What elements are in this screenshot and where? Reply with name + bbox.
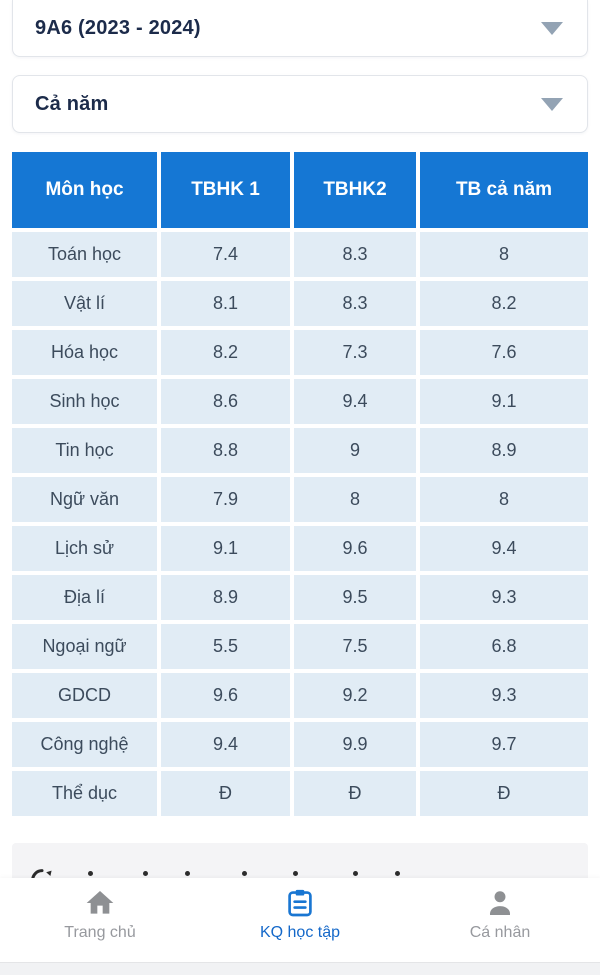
score-cell: 9.6: [161, 673, 290, 718]
bottom-navigation: Trang chủ KQ học tập Cá nhân: [0, 878, 600, 962]
score-cell: 5.5: [161, 624, 290, 669]
score-cell: 8.8: [161, 428, 290, 473]
score-cell: 9.3: [420, 575, 588, 620]
nav-item-profile[interactable]: Cá nhân: [400, 878, 600, 962]
nav-label-profile: Cá nhân: [469, 924, 531, 941]
score-cell: 8.3: [294, 281, 416, 326]
subject-cell: Sinh học: [12, 379, 157, 424]
score-cell: Đ: [294, 771, 416, 816]
nav-label-home: Trang chủ: [64, 924, 136, 941]
score-cell: 8.9: [420, 428, 588, 473]
score-cell: 9.3: [420, 673, 588, 718]
score-cell: 9.9: [294, 722, 416, 767]
person-icon: [490, 891, 510, 915]
subject-cell: Tin học: [12, 428, 157, 473]
bottom-system-strip: [0, 962, 600, 975]
score-cell: 6.8: [420, 624, 588, 669]
score-cell: 8.1: [161, 281, 290, 326]
score-cell: 9.1: [161, 526, 290, 571]
column-header-sem1-avg: TBHK 1: [161, 152, 290, 228]
score-cell: 9.6: [294, 526, 416, 571]
score-cell: 8: [294, 477, 416, 522]
chevron-down-icon: [541, 21, 563, 35]
score-cell: 9.7: [420, 722, 588, 767]
column-header-sem2-avg: TBHK2: [294, 152, 416, 228]
score-cell: 8.9: [161, 575, 290, 620]
score-cell: 8.2: [161, 330, 290, 375]
subject-cell: Ngoại ngữ: [12, 624, 157, 669]
score-cell: 9.2: [294, 673, 416, 718]
score-cell: 8: [420, 232, 588, 277]
period-selector[interactable]: Cả năm: [12, 75, 588, 133]
score-cell: 7.5: [294, 624, 416, 669]
subject-cell: Thể dục: [12, 771, 157, 816]
class-year-selector-value: 9A6 (2023 - 2024): [35, 16, 201, 39]
subject-cell: Hóa học: [12, 330, 157, 375]
score-cell: 8.6: [161, 379, 290, 424]
score-cell: 7.3: [294, 330, 416, 375]
score-cell: 7.6: [420, 330, 588, 375]
score-cell: 7.4: [161, 232, 290, 277]
subject-cell: Toán học: [12, 232, 157, 277]
subject-cell: Vật lí: [12, 281, 157, 326]
subject-cell: GDCD: [12, 673, 157, 718]
subject-cell: Công nghệ: [12, 722, 157, 767]
home-icon: [86, 891, 114, 914]
score-cell: 9.1: [420, 379, 588, 424]
chevron-down-icon: [541, 97, 563, 111]
score-cell: 9.4: [161, 722, 290, 767]
subject-cell: Ngữ văn: [12, 477, 157, 522]
nav-item-home[interactable]: Trang chủ: [0, 878, 200, 962]
nav-item-results[interactable]: KQ học tập: [200, 878, 400, 962]
score-cell: 9.4: [420, 526, 588, 571]
score-cell: 7.9: [161, 477, 290, 522]
score-cell: 8.3: [294, 232, 416, 277]
period-selector-value: Cả năm: [35, 92, 109, 115]
grade-table: Môn học TBHK 1 TBHK2 TB cả năm Toán học 7…: [12, 152, 588, 816]
score-cell: Đ: [420, 771, 588, 816]
score-cell: 9.5: [294, 575, 416, 620]
score-cell: 8: [420, 477, 588, 522]
column-header-year-avg: TB cả năm: [420, 152, 588, 228]
score-cell: 8.2: [420, 281, 588, 326]
nav-label-results: KQ học tập: [259, 924, 341, 941]
subject-cell: Lịch sử: [12, 526, 157, 571]
score-cell: Đ: [161, 771, 290, 816]
subject-cell: Địa lí: [12, 575, 157, 620]
score-cell: 9: [294, 428, 416, 473]
column-header-subject: Môn học: [12, 152, 157, 228]
score-cell: 9.4: [294, 379, 416, 424]
clipboard-icon: [288, 889, 312, 917]
class-year-selector[interactable]: 9A6 (2023 - 2024): [12, 0, 588, 57]
